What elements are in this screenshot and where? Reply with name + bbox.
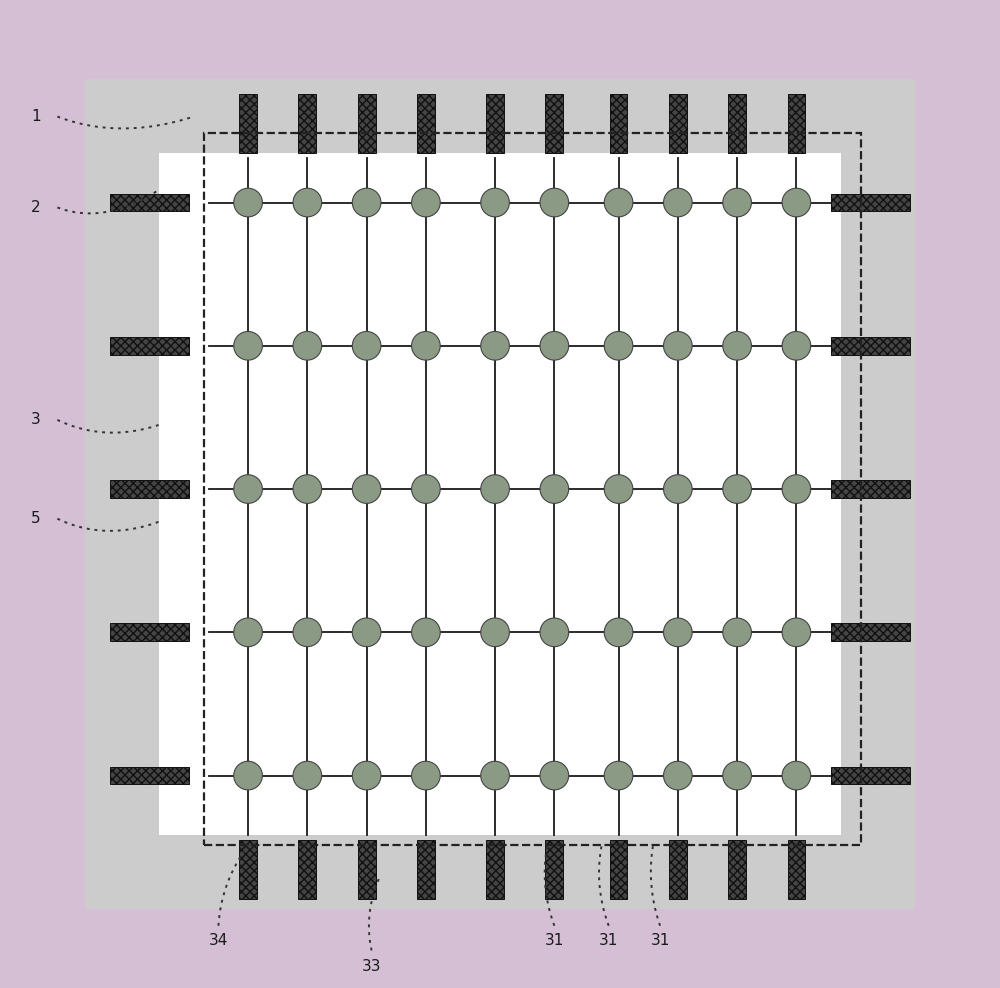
Circle shape — [293, 188, 322, 217]
Text: 33: 33 — [362, 958, 381, 974]
Bar — [831, 767, 910, 784]
Bar — [831, 623, 910, 641]
Circle shape — [540, 332, 569, 361]
Text: 31: 31 — [599, 933, 618, 948]
Bar — [545, 94, 563, 153]
Text: 2: 2 — [31, 200, 40, 215]
Circle shape — [723, 475, 751, 504]
Bar — [788, 840, 805, 899]
Circle shape — [540, 188, 569, 217]
Bar — [110, 623, 189, 641]
Text: 31: 31 — [650, 933, 670, 948]
Circle shape — [293, 618, 322, 647]
Bar — [159, 153, 841, 835]
Bar — [239, 840, 257, 899]
Bar — [85, 79, 915, 909]
Circle shape — [412, 618, 440, 647]
Circle shape — [352, 332, 381, 361]
Bar — [417, 840, 435, 899]
Text: 31: 31 — [545, 933, 564, 948]
Bar — [788, 94, 805, 153]
Circle shape — [293, 475, 322, 504]
Circle shape — [664, 188, 692, 217]
Bar — [417, 94, 435, 153]
Bar — [486, 840, 504, 899]
Text: 5: 5 — [31, 511, 40, 527]
Bar — [545, 840, 563, 899]
Circle shape — [664, 332, 692, 361]
Circle shape — [234, 618, 262, 647]
Circle shape — [481, 332, 509, 361]
Bar — [110, 194, 189, 211]
Bar — [831, 194, 910, 211]
Circle shape — [234, 762, 262, 790]
Text: 1: 1 — [31, 109, 40, 124]
Bar — [110, 767, 189, 784]
Circle shape — [481, 475, 509, 504]
Bar — [110, 337, 189, 355]
Circle shape — [664, 475, 692, 504]
Circle shape — [412, 762, 440, 790]
Circle shape — [782, 188, 811, 217]
Bar — [669, 94, 687, 153]
Circle shape — [352, 188, 381, 217]
Circle shape — [540, 618, 569, 647]
Bar — [110, 480, 189, 498]
Text: 3: 3 — [31, 412, 41, 428]
Circle shape — [664, 618, 692, 647]
Circle shape — [782, 332, 811, 361]
Bar — [358, 94, 376, 153]
Circle shape — [723, 188, 751, 217]
Bar — [358, 840, 376, 899]
Circle shape — [412, 332, 440, 361]
Circle shape — [352, 475, 381, 504]
Circle shape — [723, 332, 751, 361]
Circle shape — [723, 762, 751, 790]
Bar — [486, 94, 504, 153]
Circle shape — [782, 475, 811, 504]
Circle shape — [412, 475, 440, 504]
Circle shape — [604, 618, 633, 647]
Bar — [239, 94, 257, 153]
Circle shape — [481, 762, 509, 790]
Circle shape — [604, 188, 633, 217]
Circle shape — [293, 332, 322, 361]
Bar — [298, 94, 316, 153]
Circle shape — [723, 618, 751, 647]
Bar — [669, 840, 687, 899]
Circle shape — [412, 188, 440, 217]
Circle shape — [664, 762, 692, 790]
Circle shape — [352, 762, 381, 790]
Circle shape — [604, 475, 633, 504]
Bar — [204, 133, 861, 845]
Bar — [610, 94, 627, 153]
Circle shape — [481, 618, 509, 647]
Circle shape — [352, 618, 381, 647]
Circle shape — [540, 762, 569, 790]
Bar — [728, 840, 746, 899]
Circle shape — [604, 332, 633, 361]
Circle shape — [293, 762, 322, 790]
Bar — [298, 840, 316, 899]
Text: 34: 34 — [209, 933, 228, 948]
Circle shape — [234, 475, 262, 504]
Circle shape — [540, 475, 569, 504]
Bar — [728, 94, 746, 153]
Bar — [831, 337, 910, 355]
Bar — [610, 840, 627, 899]
Circle shape — [604, 762, 633, 790]
Bar — [831, 480, 910, 498]
Circle shape — [782, 762, 811, 790]
Circle shape — [234, 332, 262, 361]
Circle shape — [782, 618, 811, 647]
Circle shape — [234, 188, 262, 217]
Circle shape — [481, 188, 509, 217]
